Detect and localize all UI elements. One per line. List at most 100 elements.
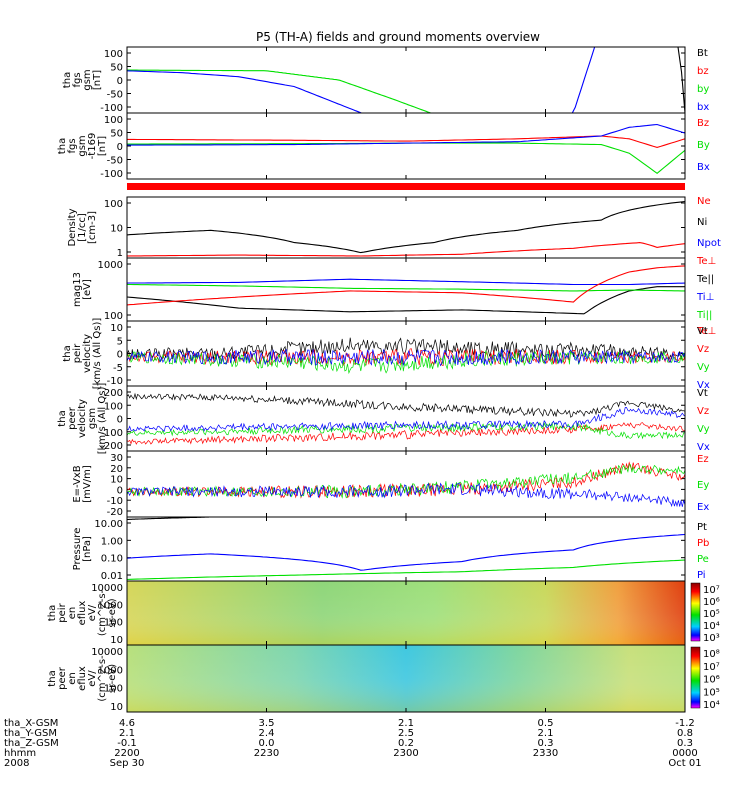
y-axis-label-line: (cm^2-s- — [97, 655, 108, 702]
panel-frame — [126, 46, 686, 114]
y-axis-label-line: velocity — [77, 399, 88, 438]
footer-cell: 2.1 — [398, 718, 414, 729]
y-axis-label-line: gsm — [77, 135, 88, 156]
series-line — [127, 265, 685, 306]
footer-cell: -0.1 — [117, 738, 137, 749]
y-tick-label: 100 — [104, 684, 123, 695]
y-tick-label: 0 — [117, 142, 123, 153]
y-axis-label-line: [1/cc] — [77, 213, 88, 242]
series-line — [127, 464, 685, 499]
panel-fgs: thafgsgsm[nT]100 50 0 -50 -100 Bt bz by bx — [62, 46, 709, 114]
series-line — [127, 286, 685, 315]
y-axis-label-line: peer — [67, 406, 78, 430]
legend-entry: Ey — [697, 480, 709, 491]
colorbar-tick-label: 10⁵ — [703, 609, 720, 620]
plot-title: P5 (TH-A) fields and ground moments over… — [256, 30, 540, 44]
y-axis-label-line: mag13 — [72, 272, 83, 307]
y-tick-label: 100 — [104, 311, 123, 322]
y-axis-label: thafgsgsm-t169[nT] — [57, 133, 108, 160]
legend-entry: Npot — [697, 238, 721, 249]
y-axis-label-line: peir — [72, 343, 83, 363]
y-axis-label-line: gsm — [82, 69, 93, 90]
colorbar-tick-label: 10⁸ — [703, 649, 720, 660]
y-axis-label-line: sr-eV) — [107, 664, 118, 693]
legend-entry: Te⊥ — [696, 256, 716, 267]
legend-entry: Ni — [697, 217, 707, 228]
footer-cell: 0.0 — [259, 738, 275, 749]
y-tick-label: 10000 — [91, 583, 123, 594]
y-tick-label: 50 — [110, 129, 123, 140]
legend-entry: Ne — [697, 196, 711, 207]
y-axis-label: E=-VxB[mV/m] — [72, 465, 93, 503]
y-axis-label-line: fgs — [72, 72, 83, 87]
series-line — [127, 123, 685, 146]
series-group — [127, 200, 685, 257]
series-line — [127, 242, 685, 257]
legend-entry: Vy — [697, 424, 710, 435]
y-tick-label: 0 — [117, 350, 123, 361]
legend-entry: bx — [697, 102, 709, 113]
footer-cell: 2.5 — [398, 728, 414, 739]
y-tick-label: -10 — [107, 376, 123, 387]
series-line — [127, 47, 596, 113]
legend-entry: Te|| — [696, 274, 714, 285]
colorbar-tick-label: 10⁶ — [703, 597, 720, 608]
legend-entry: Pt — [697, 522, 707, 533]
series-line — [127, 69, 433, 113]
y-axis-label-line: en — [67, 672, 78, 685]
legend-entry: Vx — [697, 442, 710, 453]
footer-axis-table: tha_X-GSMtha_Y-GSMtha_Z-GSMhhmm20084.62.… — [4, 718, 702, 769]
y-axis-label-line: eV/ — [87, 670, 98, 687]
legend-entry: by — [697, 84, 709, 95]
y-tick-label: 20 — [110, 464, 123, 475]
legend-entry: Ez — [697, 454, 709, 465]
panel-frame — [126, 112, 686, 180]
footer-cell: 0.5 — [538, 718, 554, 729]
legend-entry: Vz — [697, 406, 709, 417]
series-group — [127, 392, 685, 445]
y-tick-label: 10 — [110, 323, 123, 334]
legend-entry: Pb — [697, 538, 709, 549]
series-line — [127, 135, 685, 148]
legend-entry: Pi — [697, 570, 706, 581]
spectrogram-shading — [127, 581, 685, 645]
footer-row-label: 2008 — [4, 758, 29, 769]
y-tick-label: 10 — [110, 224, 123, 235]
y-tick-label: -5 — [113, 363, 123, 374]
footer-cell: 2.1 — [119, 728, 135, 739]
panel-frame — [126, 196, 686, 259]
panel-temperature: mag13[eV] 1000 100 Te|| Ti⊥ Ti|| Te⊥ — [72, 257, 716, 337]
y-axis-label: mag13[eV] — [72, 272, 93, 307]
colorbar-tick-label: 10⁵ — [703, 687, 720, 698]
series-group — [127, 461, 685, 508]
y-tick-label: -100 — [100, 169, 123, 180]
series-line — [127, 200, 685, 254]
y-tick-label: 1000 — [98, 665, 123, 676]
y-axis-label: Density[1/cc][cm-3] — [67, 208, 98, 246]
panel-frame — [126, 257, 686, 322]
y-tick-label: 0.01 — [101, 571, 123, 582]
y-axis-label-line: eflux — [77, 601, 88, 626]
footer-row-label: tha_Y-GSM — [4, 728, 57, 739]
colorbar-tick-label: 10³ — [703, 633, 720, 644]
series-group — [127, 123, 685, 174]
footer-cell: 0.8 — [677, 728, 693, 739]
panel-peir-spectrogram: thapeirenefluxeV/(cm^2-s-sr-eV)100001000… — [47, 580, 720, 646]
series-line — [127, 349, 685, 375]
y-axis-label: thapeirenefluxeV/(cm^2-s-sr-eV) — [47, 589, 118, 636]
y-tick-label: 100 — [104, 401, 123, 412]
legend-entry: Ex — [697, 502, 709, 513]
series-line — [127, 421, 685, 440]
legend-entry: bz — [697, 66, 709, 77]
y-axis-label-line: [cm-3] — [87, 211, 98, 244]
footer-cell: Oct 01 — [668, 758, 701, 769]
footer-cell: 3.5 — [259, 718, 275, 729]
footer-cell: Sep 30 — [110, 758, 145, 769]
series-line — [127, 461, 685, 499]
y-axis-label-line: E=-VxB — [72, 465, 83, 502]
series-line — [127, 337, 685, 361]
colorbar-tick-label: 10⁴ — [703, 621, 720, 632]
legend-entry: Vt — [697, 326, 708, 337]
y-axis-label: thafgsgsm[nT] — [62, 69, 103, 90]
